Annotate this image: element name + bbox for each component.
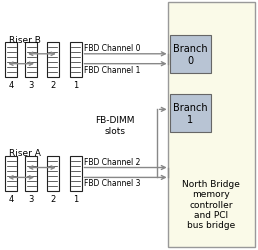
Text: 3: 3: [28, 194, 34, 203]
Text: 2: 2: [50, 81, 55, 90]
Bar: [25, 156, 37, 191]
Text: FB-DIMM
slots: FB-DIMM slots: [95, 116, 135, 135]
Bar: [170, 36, 211, 73]
Text: 1: 1: [73, 81, 78, 90]
Text: 2: 2: [50, 194, 55, 203]
Text: North Bridge
memory
controller
and PCI
bus bridge: North Bridge memory controller and PCI b…: [182, 179, 240, 230]
Text: FBD Channel 1: FBD Channel 1: [84, 66, 141, 74]
Bar: [5, 156, 17, 191]
Bar: [25, 43, 37, 78]
Text: Branch
1: Branch 1: [173, 103, 208, 124]
Text: 4: 4: [9, 81, 14, 90]
Text: Branch
0: Branch 0: [173, 44, 208, 65]
Text: 1: 1: [73, 194, 78, 203]
Text: 4: 4: [9, 194, 14, 203]
Bar: [168, 3, 255, 247]
Bar: [5, 43, 17, 78]
Text: FBD Channel 3: FBD Channel 3: [84, 179, 141, 188]
Bar: [70, 43, 82, 78]
Bar: [47, 156, 59, 191]
Bar: [47, 43, 59, 78]
Text: FBD Channel 2: FBD Channel 2: [84, 157, 141, 166]
Bar: [70, 156, 82, 191]
Bar: [170, 95, 211, 132]
Text: Riser B: Riser B: [9, 35, 41, 44]
Text: FBD Channel 0: FBD Channel 0: [84, 44, 141, 52]
Text: 3: 3: [28, 81, 34, 90]
Text: Riser A: Riser A: [9, 149, 41, 158]
